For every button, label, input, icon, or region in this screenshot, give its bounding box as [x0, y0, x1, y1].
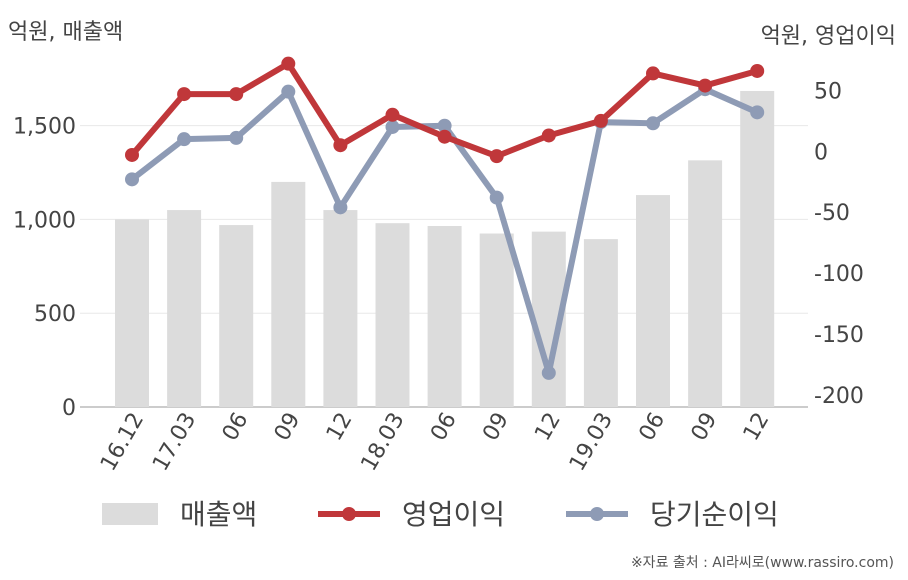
x-tick-label: 09 — [687, 409, 723, 446]
operating-profit-point — [125, 147, 139, 162]
x-tick-label: 09 — [478, 409, 514, 446]
net-income-point — [750, 105, 765, 120]
bar — [115, 219, 149, 407]
x-tick-label: 16.12 — [96, 409, 149, 476]
x-tick-label: 12 — [739, 409, 775, 446]
bar — [167, 210, 202, 407]
x-tick-label: 18.03 — [357, 409, 410, 476]
right-axis-unit: 억원, 영업이익 — [760, 24, 896, 49]
bar — [479, 233, 514, 407]
y-right-tick-label: -150 — [814, 323, 864, 348]
legend-swatch-sales — [102, 503, 158, 525]
bar — [427, 225, 462, 407]
y-right-tick-label: 0 — [814, 140, 828, 165]
operating-profit-point — [750, 63, 765, 78]
legend-label-sales: 매출액 — [180, 498, 257, 531]
legend-marker-net — [590, 507, 604, 521]
x-tick-label: 06 — [426, 409, 462, 446]
net-income-point — [646, 116, 660, 131]
operating-profit-point — [177, 87, 192, 102]
bar — [740, 90, 775, 408]
operating-profit-point — [593, 113, 608, 128]
net-income-point — [333, 200, 348, 215]
y-left-tick-label: 1,000 — [13, 208, 76, 233]
source-note: ※자료 출처 : AI라씨로(www.rassiro.com) — [630, 555, 894, 571]
operating-profit-point — [229, 87, 244, 102]
y-left-tick-label: 500 — [34, 302, 76, 327]
y-left-tick-label: 0 — [62, 396, 76, 421]
bar — [219, 225, 254, 407]
net-income-point — [229, 130, 244, 145]
legend-label-net: 당기순이익 — [650, 498, 779, 531]
operating-profit-point — [646, 66, 660, 81]
net-income-point — [437, 118, 452, 133]
y-left-tick-label: 1,500 — [13, 115, 76, 140]
operating-profit-point — [385, 107, 400, 122]
operating-profit-point — [489, 149, 504, 164]
x-tick-label: 12 — [530, 409, 566, 446]
bar — [636, 195, 670, 407]
net-income-point — [541, 365, 556, 380]
bar — [688, 160, 723, 407]
net-income-point — [489, 190, 504, 205]
x-tick-label: 12 — [322, 409, 358, 446]
operating-profit-point — [437, 129, 452, 144]
y-right-tick-label: -100 — [814, 262, 864, 287]
net-income-point — [281, 84, 296, 99]
bar — [271, 181, 306, 407]
y-right-tick-label: -200 — [814, 384, 864, 409]
left-axis-unit: 억원, 매출액 — [8, 20, 124, 45]
x-tick-label: 17.03 — [148, 409, 201, 476]
net-income-point — [385, 119, 400, 134]
operating-profit-point — [698, 78, 713, 93]
operating-profit-point — [333, 138, 348, 153]
net-income-point — [125, 172, 139, 187]
bar — [375, 223, 410, 407]
x-tick-label: 06 — [218, 409, 254, 446]
x-tick-label: 06 — [635, 409, 671, 446]
bar — [323, 210, 358, 407]
bar — [583, 239, 618, 407]
x-tick-label: 19.03 — [565, 409, 618, 476]
operating-profit-point — [281, 56, 296, 71]
y-right-tick-label: -50 — [814, 201, 850, 226]
x-tick-label: 09 — [270, 409, 306, 446]
legend-label-op: 영업이익 — [402, 498, 505, 531]
net-income-point — [177, 132, 192, 147]
y-right-tick-label: 50 — [814, 79, 842, 104]
operating-profit-point — [541, 128, 556, 143]
legend-marker-op — [342, 507, 356, 521]
